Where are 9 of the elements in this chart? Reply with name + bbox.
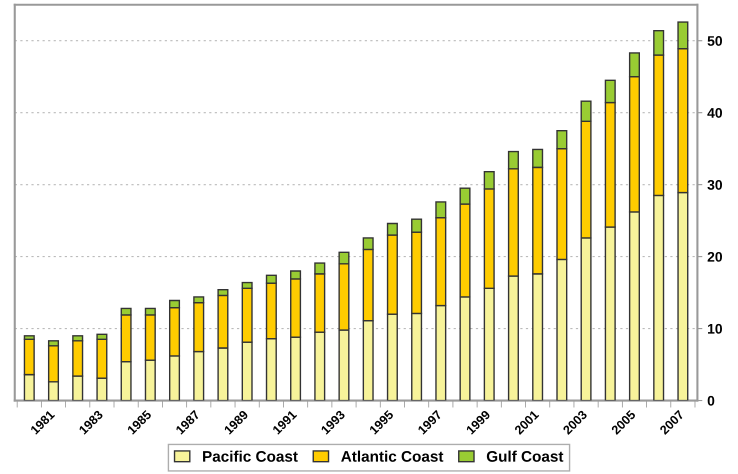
y-tick-label: 40 — [707, 108, 722, 118]
legend-label: Pacific Coast — [203, 450, 298, 462]
y-tick-label: 0 — [708, 396, 714, 406]
y-tick-label: 10 — [708, 324, 722, 334]
y-tick-label: 50 — [708, 36, 722, 46]
y-tick-label: 30 — [707, 180, 722, 190]
y-tick-label: 20 — [708, 252, 722, 262]
legend-label: Atlantic Coast — [341, 450, 444, 462]
legend-label: Gulf Coast — [486, 450, 564, 462]
